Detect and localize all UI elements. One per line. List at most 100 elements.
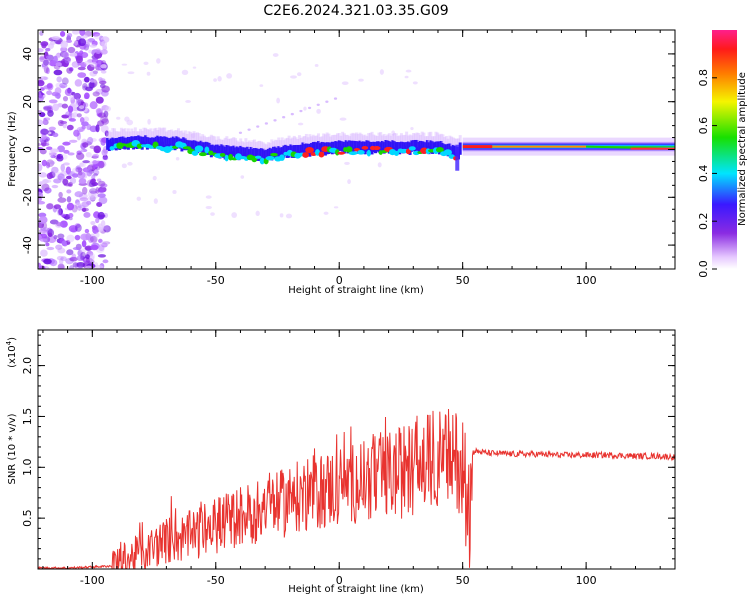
spectrogram-noise-blob bbox=[79, 117, 85, 123]
spectrogram-band bbox=[349, 140, 353, 152]
spec-ytick-label: 40 bbox=[21, 47, 34, 61]
spectrogram-band bbox=[316, 141, 320, 154]
spectrogram-noise-blob bbox=[100, 49, 108, 55]
spectrogram-band bbox=[282, 145, 286, 158]
spectrogram-halo bbox=[444, 135, 448, 150]
snr-series-line bbox=[38, 408, 675, 569]
spectrogram-faint-blob bbox=[116, 116, 121, 120]
spectrogram-faint-blob bbox=[339, 117, 347, 121]
spectrogram-noise-blob bbox=[94, 265, 104, 269]
spectrogram-faint-blob bbox=[172, 189, 177, 194]
spectrogram-halo bbox=[291, 137, 295, 152]
spectrogram-halo bbox=[297, 135, 301, 150]
spectrogram-noise-blob bbox=[72, 30, 80, 35]
spectrogram-faint-blob bbox=[259, 84, 264, 87]
spectrogram-halo bbox=[194, 132, 198, 147]
spectrogram-band bbox=[413, 139, 417, 153]
spectrogram-band bbox=[311, 142, 315, 153]
spectrogram-halo bbox=[341, 131, 345, 146]
spec-ytick-label: -20 bbox=[21, 188, 34, 206]
spectrogram-noise-blob bbox=[100, 64, 107, 69]
spectrogram-noise-blob bbox=[61, 77, 69, 85]
spectrogram-halo bbox=[270, 139, 274, 154]
spectrogram-band bbox=[208, 142, 212, 155]
spectrogram-halo bbox=[147, 129, 151, 144]
spectrogram-band bbox=[427, 142, 431, 155]
spectrogram-halo bbox=[382, 133, 386, 148]
spectrogram-band bbox=[111, 137, 115, 150]
spectrogram-noise-blob bbox=[104, 130, 109, 137]
spectrogram-noise-blob bbox=[43, 59, 49, 66]
spectrogram-band bbox=[303, 144, 307, 156]
spectrogram-band bbox=[272, 146, 276, 157]
spectrogram-band bbox=[228, 146, 232, 157]
spectrogram-noise-blob bbox=[72, 92, 81, 100]
spectrogram-noise-blob bbox=[87, 190, 97, 198]
spectrogram-halo bbox=[251, 140, 255, 155]
spectrogram-noise-blob bbox=[72, 112, 79, 118]
spectrogram-halo bbox=[453, 138, 457, 153]
spectrogram-band bbox=[382, 142, 386, 154]
spectrogram-noise-blob bbox=[42, 58, 51, 67]
spectrogram-noise-blob bbox=[76, 255, 84, 262]
spectrogram-halo bbox=[173, 130, 177, 145]
snr-xtick-label: 0 bbox=[336, 574, 343, 587]
spectrogram-halo bbox=[149, 128, 153, 143]
spectrogram-faint-blob bbox=[121, 163, 127, 169]
spectrogram-band bbox=[247, 149, 251, 160]
spectrogram-band bbox=[168, 138, 172, 150]
spectrogram-halo bbox=[176, 128, 180, 143]
spectrogram-halo bbox=[393, 132, 397, 147]
spectrogram-band bbox=[355, 141, 359, 152]
spectrogram-noise-blob bbox=[89, 79, 97, 83]
snr-scale-exponent: 4 bbox=[5, 340, 13, 345]
spectrogram-band bbox=[313, 141, 317, 153]
spectrogram-noise-blob bbox=[38, 196, 43, 202]
spectrogram-band bbox=[246, 146, 250, 160]
figure-title: C2E6.2024.321.03.35.G09 bbox=[263, 3, 448, 19]
spectrogram-band bbox=[119, 136, 123, 149]
spectrogram-peak-blob bbox=[405, 148, 411, 155]
spectrogram-band bbox=[185, 139, 189, 151]
colorbar-tick-label: 0.8 bbox=[697, 69, 710, 87]
spectrogram-faint-blob bbox=[347, 179, 351, 185]
spectrogram-noise-blob bbox=[62, 51, 70, 58]
spectrogram-band bbox=[417, 141, 421, 153]
spectrogram-peak-blob bbox=[357, 150, 365, 155]
spectrogram-noise-blob bbox=[98, 243, 105, 252]
spectrogram-halo bbox=[278, 140, 282, 155]
spectrogram-halo bbox=[225, 136, 229, 151]
snr-xlabel: Height of straight line (km) bbox=[288, 584, 424, 595]
spectrogram-noise-blob bbox=[68, 217, 73, 221]
spectrogram-noise-blob bbox=[54, 87, 62, 95]
spectrogram-noise-blob bbox=[78, 178, 87, 185]
spectrogram-band bbox=[425, 140, 429, 151]
spectrogram-halo bbox=[209, 134, 213, 149]
spectrogram-noise-blob bbox=[45, 47, 51, 52]
spectrogram-peak-blob bbox=[109, 146, 115, 151]
spectrogram-noise-blob bbox=[58, 191, 63, 199]
spectrogram-band bbox=[353, 140, 357, 152]
spectrogram-band bbox=[144, 135, 148, 147]
spectrogram-noise-blob bbox=[42, 76, 49, 80]
spectrogram-halo bbox=[159, 128, 163, 143]
spectrogram-band bbox=[344, 140, 348, 151]
spectrogram-noise-blob bbox=[81, 240, 87, 248]
spectrogram-noise-blob bbox=[67, 112, 73, 121]
spectrogram-noise-blob bbox=[62, 141, 71, 146]
spectrogram-noise-blob bbox=[59, 82, 68, 89]
spectrogram-noise-blob bbox=[49, 219, 59, 225]
spectrogram-noise-blob bbox=[100, 70, 107, 74]
spec-xtick-label: 100 bbox=[576, 274, 597, 287]
spectrogram-noise-blob bbox=[86, 38, 93, 44]
spectrogram-band bbox=[113, 138, 117, 150]
spectrogram-noise-blob bbox=[85, 39, 90, 45]
spectrogram-peak-blob bbox=[345, 146, 353, 153]
spectrogram-noise-blob bbox=[89, 235, 98, 243]
spectrogram-noise-blob bbox=[38, 109, 43, 114]
spectrogram-faint-blob bbox=[377, 162, 382, 168]
spectrogram-faint-blob bbox=[358, 78, 364, 82]
spectrogram-faint-blob bbox=[231, 212, 238, 218]
spectrogram-band bbox=[379, 142, 383, 154]
